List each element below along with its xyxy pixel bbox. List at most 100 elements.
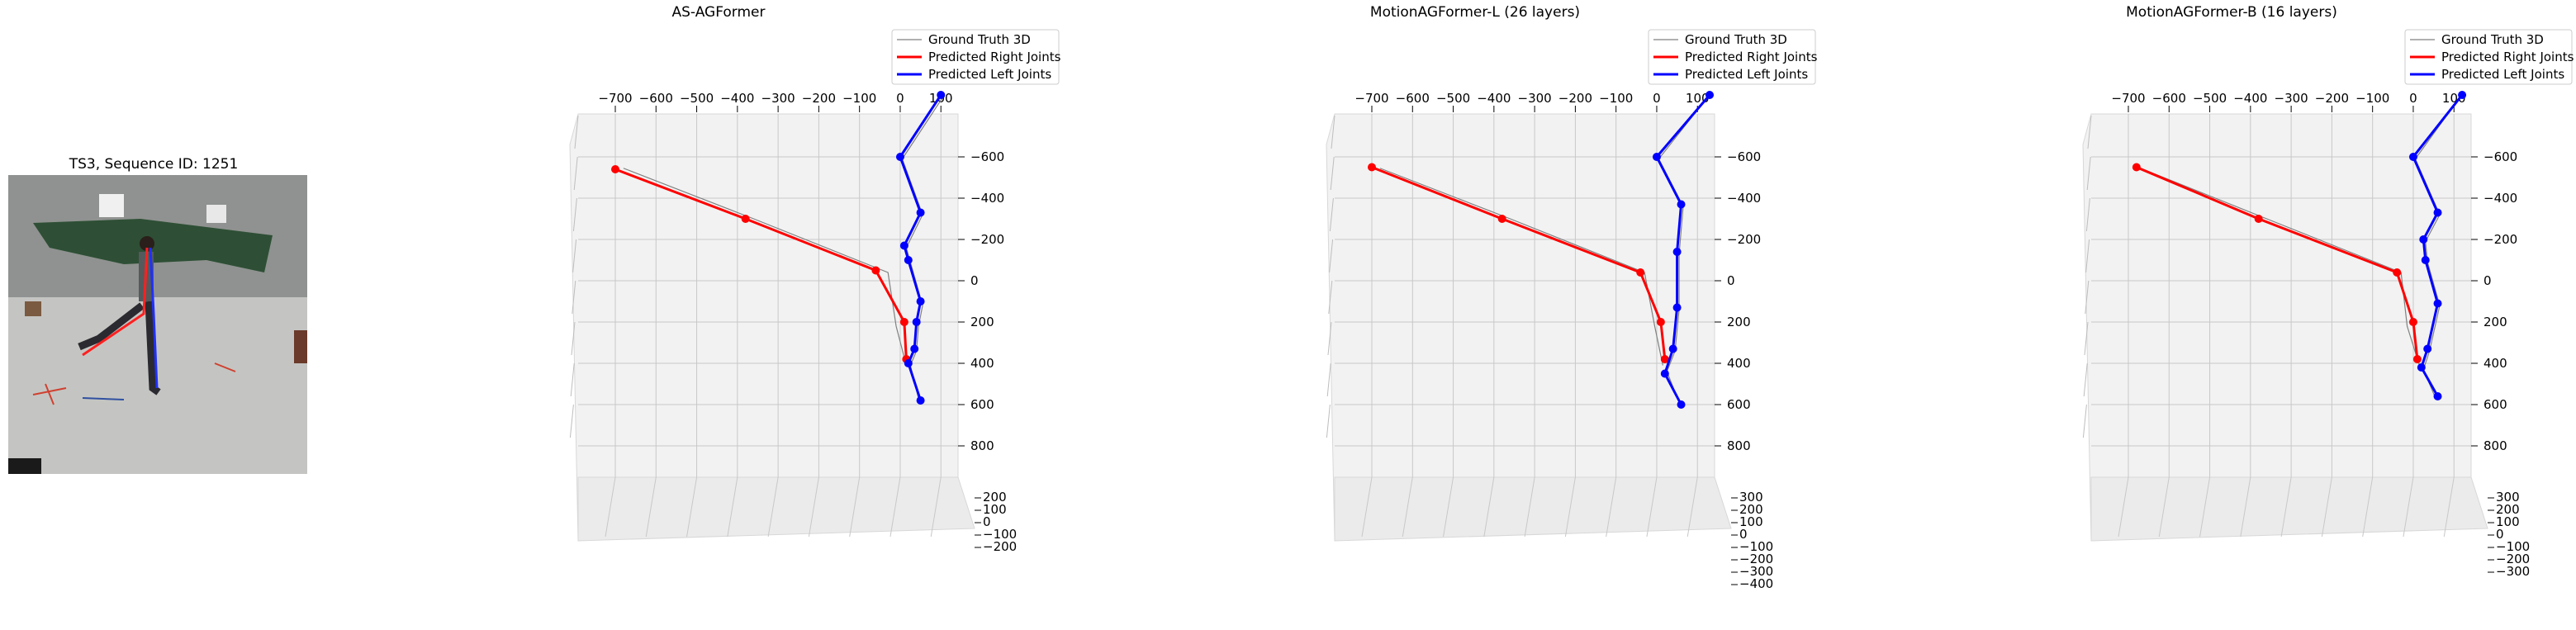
pred-left-chain-point: [2433, 299, 2442, 308]
y-tick-label: 100: [2496, 514, 2520, 529]
pred-right-chain-point: [741, 215, 750, 223]
z-tick-label: −200: [2483, 232, 2517, 247]
pred-left-chain-point: [916, 396, 925, 405]
side-pane-edge: [570, 362, 575, 397]
legend-label-left: Predicted Left Joints: [1685, 67, 1808, 82]
floor-gridline: [1606, 476, 1617, 538]
floor-gridline: [1361, 476, 1373, 538]
y-tick-label: −300: [1739, 564, 1773, 579]
side-pane-edge: [572, 239, 577, 273]
legend-label-left: Predicted Left Joints: [928, 67, 1051, 82]
legend-label-gt: Ground Truth 3D: [2441, 32, 2544, 47]
x-tick-label: −200: [1558, 91, 1592, 106]
pred-left-chain-point: [2458, 91, 2467, 99]
pred-left-chain-point: [2433, 208, 2442, 217]
z-tick-label: 400: [970, 356, 994, 371]
legend: Ground Truth 3D Predicted Right Joints Pre…: [2404, 29, 2574, 85]
x-tick-label: −500: [2193, 91, 2227, 106]
x-tick-label: −300: [761, 91, 795, 106]
side-pane-edge: [2084, 321, 2089, 356]
pred-left-chain-point: [916, 297, 925, 306]
x-tick-label: −200: [802, 91, 836, 106]
pred-left-chain-point: [1672, 248, 1682, 256]
side-pane-edge: [1329, 239, 1334, 273]
x-tick-label: 0: [1653, 91, 1661, 106]
pred-left-chain: [899, 94, 942, 401]
floor-gridline: [2403, 476, 2414, 538]
z-tick-label: 800: [2483, 438, 2507, 453]
z-tick-label: −400: [1727, 191, 1761, 206]
pred-left-chain-point: [1705, 91, 1715, 99]
side-pane-edge: [1328, 280, 1333, 315]
y-tick-label: −100: [2496, 539, 2530, 554]
side-pane-edge: [1331, 115, 1335, 149]
plot-panel-2: −700 −600 −500 −400 −300 −200 −100 0 100−600−400…: [1326, 4, 1818, 591]
side-pane-edge: [1327, 321, 1332, 356]
y-tick-label: −300: [2496, 564, 2530, 579]
x-tick-label: −500: [680, 91, 714, 106]
z-tick-label: 200: [2483, 315, 2507, 329]
pred-right-chain-point: [611, 165, 619, 173]
pred-left-chain-point: [899, 241, 908, 250]
pred-left-chain-point: [1677, 200, 1686, 209]
z-tick-label: −200: [970, 232, 1004, 247]
pred-left-chain-point: [904, 359, 913, 367]
x-tick-label: −600: [2152, 91, 2186, 106]
pred-right-chain-point: [1368, 163, 1376, 172]
side-pane-edge: [2087, 115, 2092, 149]
x-tick-label: −700: [598, 91, 632, 106]
legend-label-left: Predicted Left Joints: [2441, 67, 2564, 82]
z-tick-label: −400: [970, 191, 1004, 206]
z-tick-label: 400: [1727, 356, 1751, 371]
floor-gridline: [2199, 476, 2211, 538]
side-pane-edge: [1329, 197, 1334, 232]
floor-gridline: [890, 476, 901, 538]
plot-title: AS-AGFormer: [672, 4, 766, 21]
pred-left-chain-point: [1668, 344, 1677, 353]
floor-gridline: [2321, 476, 2332, 538]
x-tick-label: 0: [896, 91, 904, 106]
floor-gridline: [645, 476, 657, 538]
pred-right-chain-point: [871, 266, 880, 275]
floor-gridline: [1524, 476, 1535, 538]
y-tick-label: 200: [2496, 502, 2520, 517]
x-tick-label: −100: [2355, 91, 2389, 106]
y-tick-label: −200: [983, 539, 1017, 554]
floor-gridline: [2362, 476, 2374, 538]
legend-label-right: Predicted Right Joints: [1685, 50, 1818, 64]
side-pane-edge: [572, 280, 576, 315]
pred-left-chain-point: [2421, 256, 2430, 264]
floor-gridline: [1402, 476, 1413, 538]
floor-gridline: [849, 476, 861, 538]
x-tick-label: 0: [2409, 91, 2417, 106]
x-tick-label: −600: [1396, 91, 1430, 106]
z-tick-label: 600: [970, 397, 994, 412]
floor-gridline: [1443, 476, 1454, 538]
floor-gridline: [930, 476, 942, 538]
pred-left-chain-point: [912, 318, 921, 326]
x-tick-label: −700: [1354, 91, 1388, 106]
pred-right-chain-point: [899, 318, 908, 326]
pred-left-chain-point: [1652, 153, 1661, 161]
y-tick-label: −200: [1739, 552, 1773, 566]
legend-box: [2404, 29, 2573, 85]
pred-right-chain-point: [2393, 268, 2402, 277]
y-tick-label: 200: [983, 490, 1007, 504]
z-tick-label: −200: [1727, 232, 1761, 247]
legend-label-right: Predicted Right Joints: [928, 50, 1061, 64]
floor-gridline: [1646, 476, 1658, 538]
side-pane-edge: [569, 404, 574, 438]
y-tick-label: 100: [983, 502, 1007, 517]
x-tick-label: −400: [1477, 91, 1511, 106]
pred-right-chain-point: [2254, 215, 2263, 223]
x-tick-label: −300: [1518, 91, 1552, 106]
z-tick-label: 800: [1727, 438, 1751, 453]
floor-pane: [1334, 476, 1732, 542]
x-tick-label: −600: [639, 91, 673, 106]
pred-left-chain-point: [2419, 235, 2428, 244]
floor-gridline: [767, 476, 779, 538]
y-tick-label: 0: [983, 514, 991, 529]
photo-panel: TS3, Sequence ID: 1251: [8, 156, 307, 474]
floor-gridline: [2280, 476, 2292, 538]
pred-right-chain-point: [2412, 355, 2422, 363]
